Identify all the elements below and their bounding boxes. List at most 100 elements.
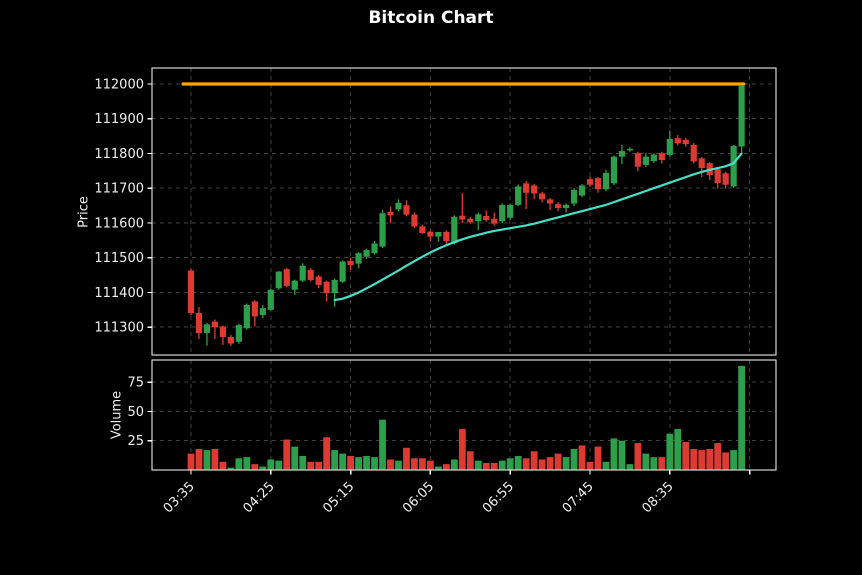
moving-average-line <box>333 152 743 302</box>
candle-body <box>602 172 610 190</box>
volume-bar <box>546 457 554 470</box>
candle-body <box>698 158 705 169</box>
time-tick-label: 04:25 <box>241 479 278 516</box>
volume-bar <box>187 453 195 470</box>
volume-bar <box>307 461 315 470</box>
candle-body <box>666 138 673 155</box>
price-panel-border <box>151 67 777 356</box>
candle-body <box>243 304 250 329</box>
volume-bar <box>738 365 746 470</box>
volume-bar <box>331 450 339 470</box>
candle-body <box>682 139 689 145</box>
candle-body <box>443 232 450 242</box>
volume-bar <box>706 448 714 470</box>
volume-bar <box>315 461 323 470</box>
candle-body <box>339 261 346 282</box>
volume-bar <box>403 447 410 470</box>
candle-body <box>674 138 681 144</box>
candle-body <box>459 215 466 220</box>
candle-body <box>547 199 554 204</box>
volume-bar <box>626 464 634 470</box>
volume-bar <box>506 458 514 470</box>
candle-body <box>570 189 578 204</box>
candle-body <box>387 211 394 216</box>
candle-body <box>323 281 330 294</box>
volume-bar <box>498 460 506 470</box>
candle-body <box>363 250 370 257</box>
time-tick-label: 06:05 <box>400 479 437 516</box>
volume-bar <box>203 450 211 470</box>
volume-bar <box>387 459 394 470</box>
candle-body <box>403 205 410 215</box>
volume-bar <box>634 443 642 470</box>
volume-bar <box>379 419 386 470</box>
candle-body <box>211 321 219 328</box>
candle-body <box>650 154 657 162</box>
price-tick-label: 111900 <box>94 112 144 127</box>
volume-bar <box>323 437 331 470</box>
price-tick-label: 111400 <box>94 286 144 301</box>
volume-bar <box>283 439 291 470</box>
volume-bar <box>434 466 442 470</box>
volume-bar <box>682 441 690 470</box>
candle-body <box>499 204 506 222</box>
price-tick-label: 111600 <box>94 216 144 231</box>
candle-body <box>379 213 386 247</box>
candle-body <box>451 216 458 244</box>
candle-body <box>291 280 298 290</box>
volume-bar <box>586 461 594 470</box>
time-tick-label: 06:55 <box>480 479 517 516</box>
time-tick-label: 07:45 <box>560 479 597 516</box>
time-tick-label: 05:15 <box>320 479 357 516</box>
volume-bar <box>594 446 602 470</box>
candle-body <box>203 324 211 334</box>
candle-body <box>634 153 641 167</box>
price-tick-label: 111500 <box>94 251 144 266</box>
candle-body <box>195 312 203 334</box>
candle-body <box>307 269 314 280</box>
time-tick-label: 03:35 <box>161 479 198 516</box>
candle-body <box>411 214 418 227</box>
volume-bar <box>267 459 275 470</box>
candle-body <box>562 204 570 209</box>
candle-body <box>690 144 697 162</box>
volume-bar <box>666 433 674 470</box>
candle-body <box>299 265 306 281</box>
price-tick-label: 111800 <box>94 147 144 162</box>
volume-bar <box>578 445 586 470</box>
volume-bar <box>658 457 666 470</box>
volume-bar <box>243 457 251 470</box>
volume-tick-label: 75 <box>127 376 144 391</box>
candle-body <box>235 325 242 342</box>
volume-bar <box>363 455 370 470</box>
candle-body <box>594 178 602 190</box>
candle-body <box>355 253 362 264</box>
volume-bar <box>419 458 426 470</box>
volume-bar <box>411 458 418 470</box>
candle-body <box>626 148 633 151</box>
candle-body <box>371 243 378 254</box>
candle-body <box>642 156 649 165</box>
candle-body <box>515 186 522 205</box>
candle-body <box>251 301 258 317</box>
volume-bar <box>570 448 578 470</box>
candle-body <box>539 193 546 200</box>
candle-body <box>435 232 442 237</box>
volume-bar <box>482 462 490 470</box>
volume-bar <box>522 458 530 470</box>
volume-bar <box>722 452 730 470</box>
candle-body <box>714 169 721 184</box>
volume-bar <box>514 455 522 470</box>
volume-bar <box>642 453 650 470</box>
candle-body <box>331 279 338 294</box>
candle-body <box>586 179 594 185</box>
volume-bar <box>610 438 618 470</box>
volume-bar <box>427 460 434 470</box>
candle-body <box>395 202 402 210</box>
volume-bar <box>219 461 227 470</box>
candle-body <box>554 204 562 209</box>
chart-title: Bitcoin Chart <box>368 8 494 28</box>
volume-bar <box>618 440 626 470</box>
